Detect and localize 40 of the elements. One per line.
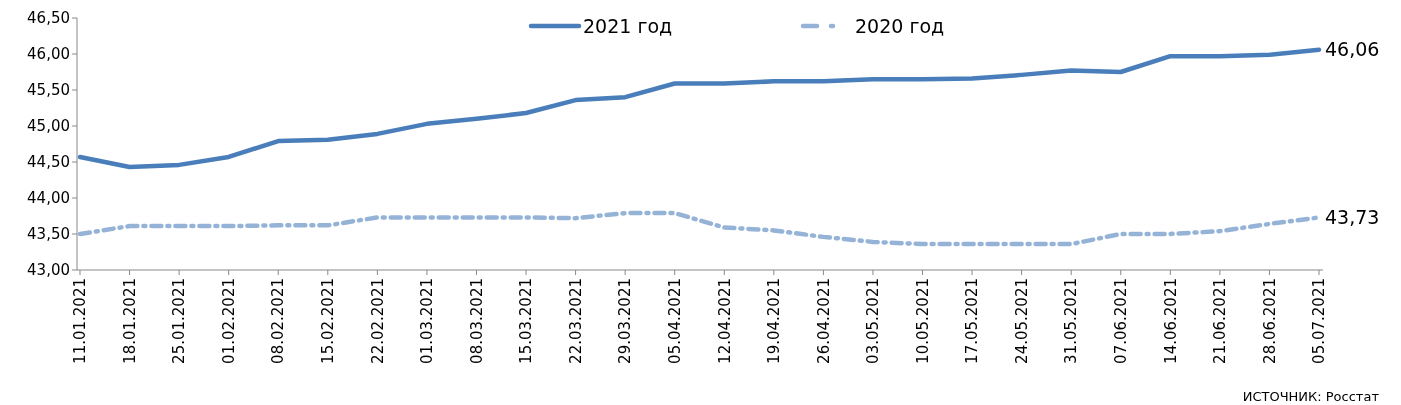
x-tick-label: 14.06.2021	[1161, 278, 1180, 364]
y-tick-label: 43,50	[27, 225, 70, 244]
x-tick-label: 26.04.2021	[814, 278, 833, 364]
y-tick-label: 43,00	[27, 261, 70, 280]
y-tick-label: 46,50	[27, 9, 70, 28]
x-tick-label: 28.06.2021	[1260, 278, 1279, 364]
x-tick-label: 19.04.2021	[765, 278, 784, 364]
x-tick-label: 03.05.2021	[864, 278, 883, 364]
x-tick-label: 18.01.2021	[120, 278, 139, 364]
x-tick-label: 10.05.2021	[913, 278, 932, 364]
x-tick-label: 22.02.2021	[368, 278, 387, 364]
x-tick-label: 15.02.2021	[319, 278, 338, 364]
x-tick-label: 22.03.2021	[566, 278, 585, 364]
line-series	[77, 47, 1322, 170]
y-tick-label: 46,00	[27, 45, 70, 64]
x-tick-label: 12.04.2021	[715, 278, 734, 364]
legend-label: 2020 год	[855, 14, 945, 37]
y-tick-label: 44,50	[27, 153, 70, 172]
x-tick-label: 08.03.2021	[467, 278, 486, 364]
x-tick-label: 01.03.2021	[418, 278, 437, 364]
x-tick-label: 11.01.2021	[71, 278, 90, 364]
x-tick-label: 21.06.2021	[1211, 278, 1230, 364]
x-tick-label: 24.05.2021	[1012, 278, 1031, 364]
text: ИСТОЧНИК: Росстат	[1242, 389, 1380, 404]
y-tick-label: 44,00	[27, 189, 70, 208]
y-tick-label: 45,50	[27, 81, 70, 100]
x-tick-label: 29.03.2021	[616, 278, 635, 364]
x-tick-label: 31.05.2021	[1062, 278, 1081, 364]
x-tick-label: 05.04.2021	[665, 278, 684, 364]
x-tick-label: 07.06.2021	[1112, 278, 1131, 364]
y-tick-label: 45,00	[27, 117, 70, 136]
x-tick-label: 25.01.2021	[170, 278, 189, 364]
legend-label: 2021 год	[583, 14, 673, 37]
data-label: 43,73	[1325, 206, 1380, 229]
x-tick-label: 01.02.2021	[219, 278, 238, 364]
x-tick-label: 05.07.2021	[1310, 278, 1329, 364]
x-tick-label: 17.05.2021	[963, 278, 982, 364]
data-label: 46,06	[1325, 38, 1380, 61]
x-tick-label: 15.03.2021	[517, 278, 536, 364]
x-tick-label: 08.02.2021	[269, 278, 288, 364]
